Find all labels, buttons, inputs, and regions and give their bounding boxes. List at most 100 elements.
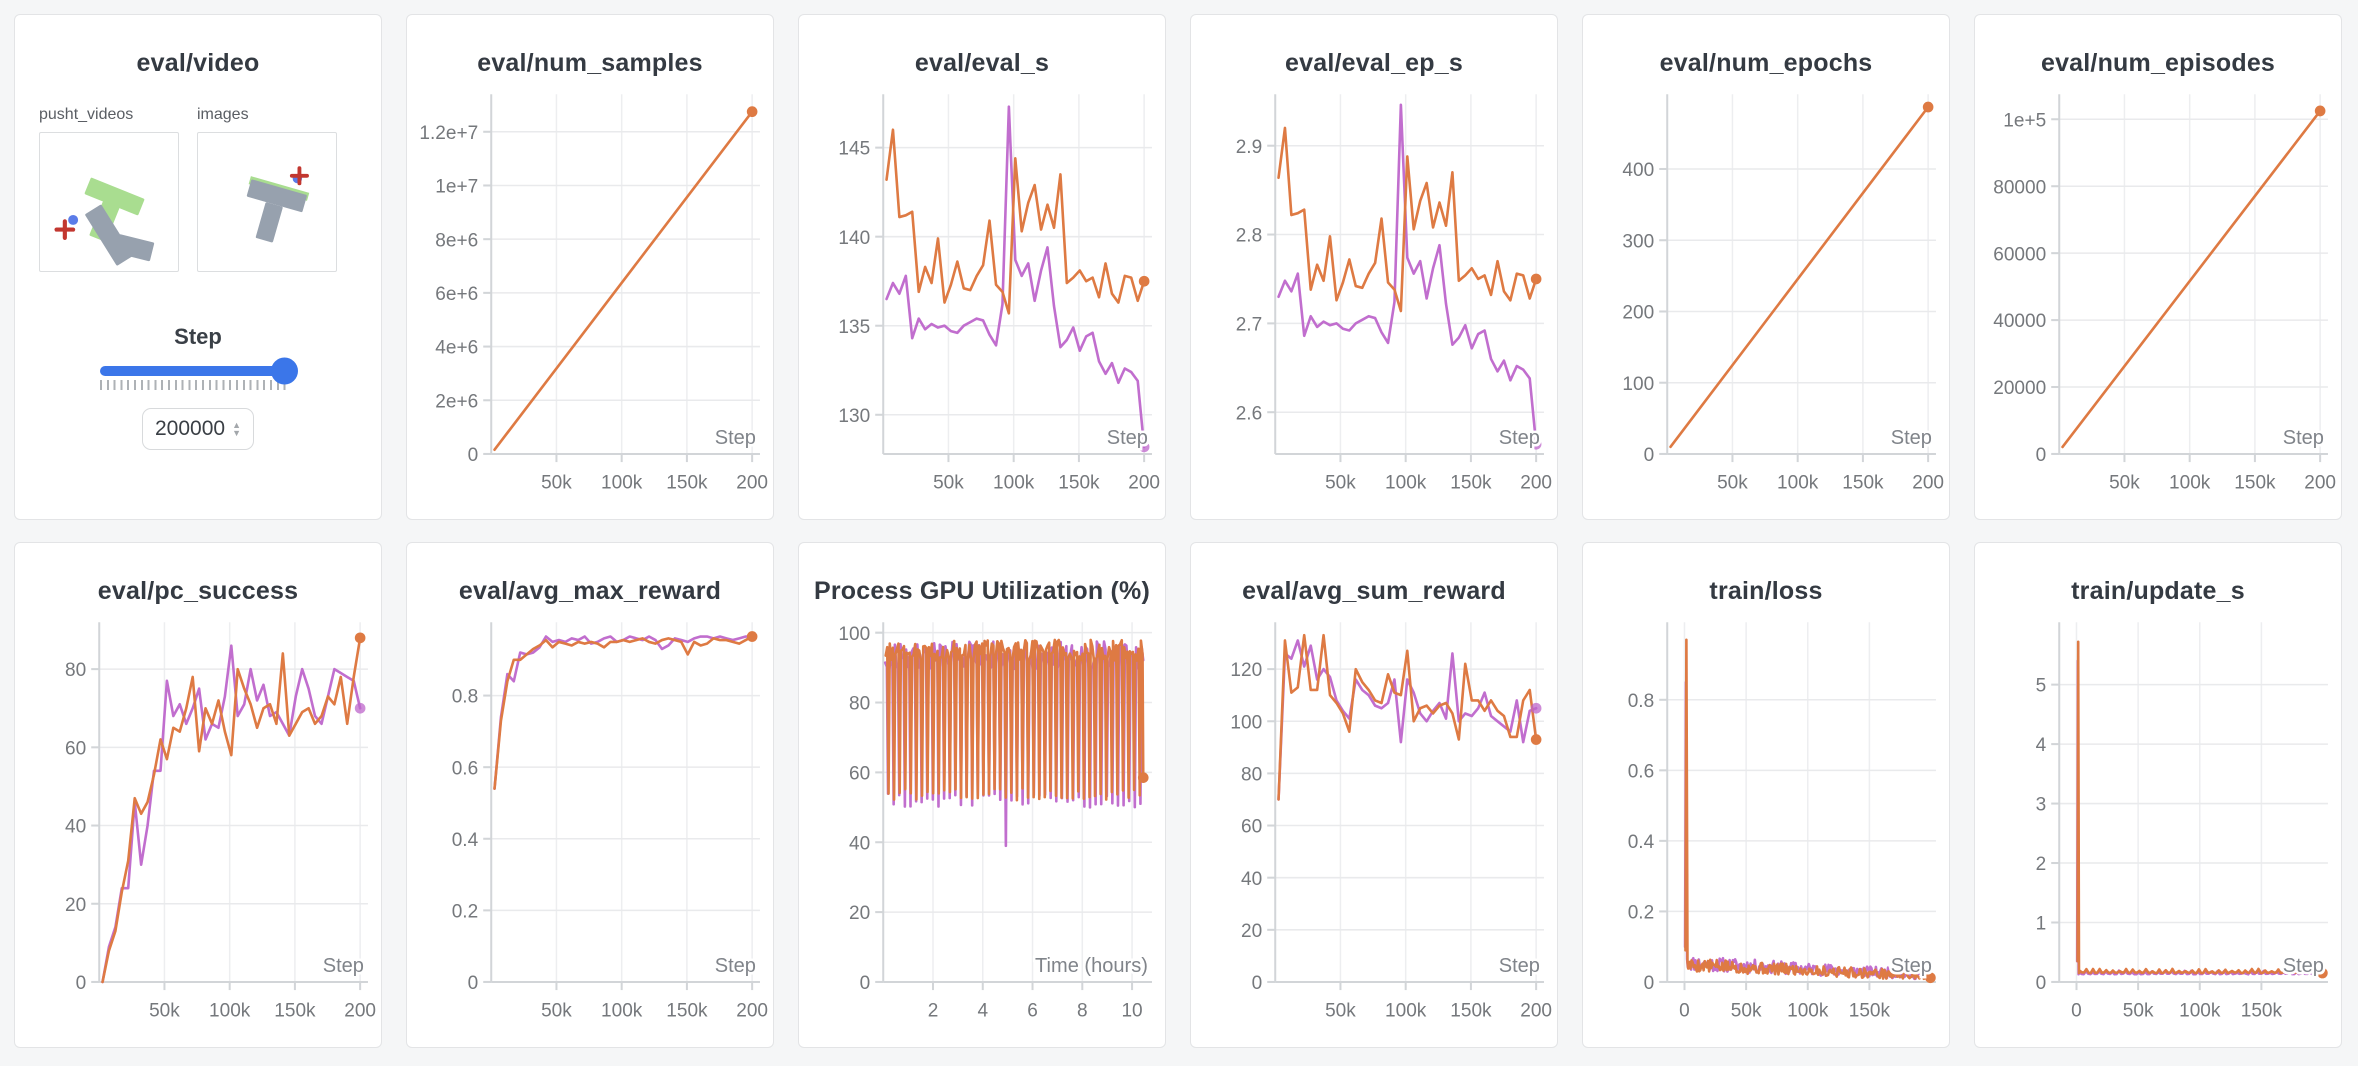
svg-text:Step: Step bbox=[715, 427, 756, 449]
chart-title: train/update_s bbox=[2071, 577, 2245, 605]
video-frame-images[interactable] bbox=[197, 132, 337, 272]
svg-text:40: 40 bbox=[65, 817, 86, 838]
svg-text:Step: Step bbox=[1891, 955, 1932, 977]
svg-text:400: 400 bbox=[1622, 160, 1654, 181]
chart-eval-num-epochs[interactable]: 0 100 200 300 400 50k 100k 150k 200 Step bbox=[1583, 82, 1949, 519]
chart-train-loss[interactable]: 0 0.2 0.4 0.6 0.8 0 50k 100k 150k Step bbox=[1583, 610, 1949, 1047]
chart-title: eval/num_samples bbox=[477, 49, 703, 77]
svg-text:300: 300 bbox=[1622, 231, 1654, 252]
step-slider[interactable] bbox=[100, 357, 298, 390]
svg-text:100: 100 bbox=[1622, 374, 1654, 395]
svg-text:8: 8 bbox=[1077, 1000, 1088, 1021]
panel-eval-video: eval/video pusht_videos bbox=[14, 14, 382, 520]
video-thumb-images[interactable]: images bbox=[197, 106, 337, 272]
chart-eval-num-episodes[interactable]: 0 20000 40000 60000 80000 1e+5 50k 100k 150k 200 S… bbox=[1975, 82, 2341, 519]
svg-text:50k: 50k bbox=[149, 1000, 180, 1021]
chart-eval-eval-ep-s[interactable]: 2.6 2.7 2.8 2.9 50k 100k 150k 200 Step bbox=[1191, 82, 1557, 519]
stepper-arrows: ▲ ▼ bbox=[232, 420, 241, 438]
svg-text:100: 100 bbox=[838, 624, 870, 645]
svg-text:100k: 100k bbox=[2169, 472, 2211, 493]
svg-text:50k: 50k bbox=[1325, 472, 1356, 493]
svg-text:80000: 80000 bbox=[1993, 177, 2046, 198]
chart-title: eval/num_episodes bbox=[2040, 49, 2276, 77]
chart-title: eval/avg_sum_reward bbox=[1242, 577, 1506, 605]
svg-text:6e+6: 6e+6 bbox=[435, 284, 478, 305]
svg-text:1e+5: 1e+5 bbox=[2003, 110, 2046, 131]
svg-text:Step: Step bbox=[2283, 427, 2324, 449]
svg-text:50k: 50k bbox=[2123, 1000, 2154, 1021]
svg-text:0: 0 bbox=[2071, 1000, 2082, 1021]
panel-eval-num-epochs: eval/num_epochs 0 100 200 300 400 50k 100k 150k… bbox=[1582, 14, 1950, 520]
svg-text:80: 80 bbox=[849, 694, 870, 715]
svg-text:2.9: 2.9 bbox=[1236, 137, 1262, 158]
chart-eval-eval-s[interactable]: 130 135 140 145 50k 100k 150k 200 Step bbox=[799, 82, 1165, 519]
svg-text:150k: 150k bbox=[1058, 472, 1100, 493]
svg-text:2.7: 2.7 bbox=[1236, 314, 1262, 335]
svg-text:2: 2 bbox=[2036, 854, 2047, 875]
svg-text:0.8: 0.8 bbox=[1628, 691, 1654, 712]
svg-text:0.4: 0.4 bbox=[1628, 832, 1655, 853]
svg-text:140: 140 bbox=[838, 228, 870, 249]
chart-eval-pc-success[interactable]: 0 20 40 60 80 50k 100k 150k 200 Step bbox=[15, 610, 381, 1047]
panel-eval-num-samples: eval/num_samples 0 2e+6 4e+6 6e+6 8e+6 1e+7 1.… bbox=[406, 14, 774, 520]
panel-eval-avg-max-reward: eval/avg_max_reward 0 0.2 0.4 0.6 0.8 50k 100k… bbox=[406, 542, 774, 1048]
svg-text:135: 135 bbox=[838, 317, 870, 338]
svg-text:100k: 100k bbox=[601, 1000, 643, 1021]
svg-text:10: 10 bbox=[1121, 1000, 1142, 1021]
svg-text:0.6: 0.6 bbox=[452, 758, 478, 779]
svg-text:150k: 150k bbox=[1842, 472, 1884, 493]
svg-text:Step: Step bbox=[1891, 427, 1932, 449]
slider-ruler bbox=[100, 380, 290, 390]
slider-track[interactable] bbox=[100, 357, 298, 385]
svg-text:50k: 50k bbox=[1731, 1000, 1762, 1021]
svg-text:2e+6: 2e+6 bbox=[435, 391, 478, 412]
chart-eval-avg-sum-reward[interactable]: 0 20 40 60 80 100 120 50k 100k 150k 200 Step bbox=[1191, 610, 1557, 1047]
svg-text:0.2: 0.2 bbox=[1628, 902, 1654, 923]
svg-text:150k: 150k bbox=[2234, 472, 2276, 493]
chart-process-gpu-utilization[interactable]: 0 20 40 60 80 100 2 4 6 8 10 Time (hours) bbox=[799, 610, 1165, 1047]
increment-icon[interactable]: ▲ bbox=[232, 420, 241, 430]
svg-text:0: 0 bbox=[468, 445, 479, 466]
chart-title: eval/num_epochs bbox=[1659, 49, 1873, 77]
step-slider-label: Step bbox=[174, 324, 222, 349]
chart-eval-avg-max-reward[interactable]: 0 0.2 0.4 0.6 0.8 50k 100k 150k 200 Step bbox=[407, 610, 773, 1047]
svg-text:100k: 100k bbox=[1385, 472, 1427, 493]
images-scene-graphic bbox=[246, 166, 310, 243]
chart-eval-num-samples[interactable]: 0 2e+6 4e+6 6e+6 8e+6 1e+7 1.2e+7 50k 100k 150k 20… bbox=[407, 82, 773, 519]
svg-text:60000: 60000 bbox=[1993, 244, 2046, 265]
panel-train-loss: train/loss 0 0.2 0.4 0.6 0.8 0 50k 100k 150k Step bbox=[1582, 542, 1950, 1048]
svg-text:200: 200 bbox=[2304, 472, 2336, 493]
svg-text:0: 0 bbox=[1252, 973, 1263, 994]
svg-text:4: 4 bbox=[977, 1000, 988, 1021]
svg-text:150k: 150k bbox=[1450, 472, 1492, 493]
slider-thumb[interactable] bbox=[271, 357, 298, 385]
video-frame-pusht[interactable] bbox=[39, 132, 179, 272]
video-thumb-pusht-videos[interactable]: pusht_videos bbox=[39, 106, 179, 272]
svg-text:0: 0 bbox=[1644, 445, 1655, 466]
chart-title: eval/pc_success bbox=[97, 577, 299, 605]
svg-text:2.8: 2.8 bbox=[1236, 226, 1262, 247]
svg-text:60: 60 bbox=[65, 738, 86, 759]
svg-text:100k: 100k bbox=[1385, 1000, 1427, 1021]
svg-text:60: 60 bbox=[1241, 817, 1262, 838]
svg-text:150k: 150k bbox=[666, 472, 708, 493]
svg-text:200: 200 bbox=[736, 1000, 768, 1021]
svg-text:0: 0 bbox=[2036, 973, 2047, 994]
chart-title: eval/avg_max_reward bbox=[458, 577, 722, 605]
svg-text:2.6: 2.6 bbox=[1236, 403, 1262, 424]
svg-text:40: 40 bbox=[1241, 869, 1262, 890]
chart-train-update-s[interactable]: 0 1 2 3 4 5 0 50k 100k 150k Step bbox=[1975, 610, 2341, 1047]
chart-title: eval/eval_s bbox=[914, 49, 1050, 77]
svg-text:200: 200 bbox=[1128, 472, 1160, 493]
svg-text:150k: 150k bbox=[2241, 1000, 2283, 1021]
step-value-input[interactable]: 200000 ▲ ▼ bbox=[142, 408, 254, 450]
decrement-icon[interactable]: ▼ bbox=[232, 428, 241, 438]
svg-text:0.4: 0.4 bbox=[452, 830, 479, 851]
svg-text:40: 40 bbox=[849, 833, 870, 854]
svg-text:150k: 150k bbox=[666, 1000, 708, 1021]
svg-text:100k: 100k bbox=[601, 472, 643, 493]
thumb-label: pusht_videos bbox=[39, 106, 134, 123]
svg-text:100k: 100k bbox=[2179, 1000, 2221, 1021]
svg-text:100k: 100k bbox=[993, 472, 1035, 493]
